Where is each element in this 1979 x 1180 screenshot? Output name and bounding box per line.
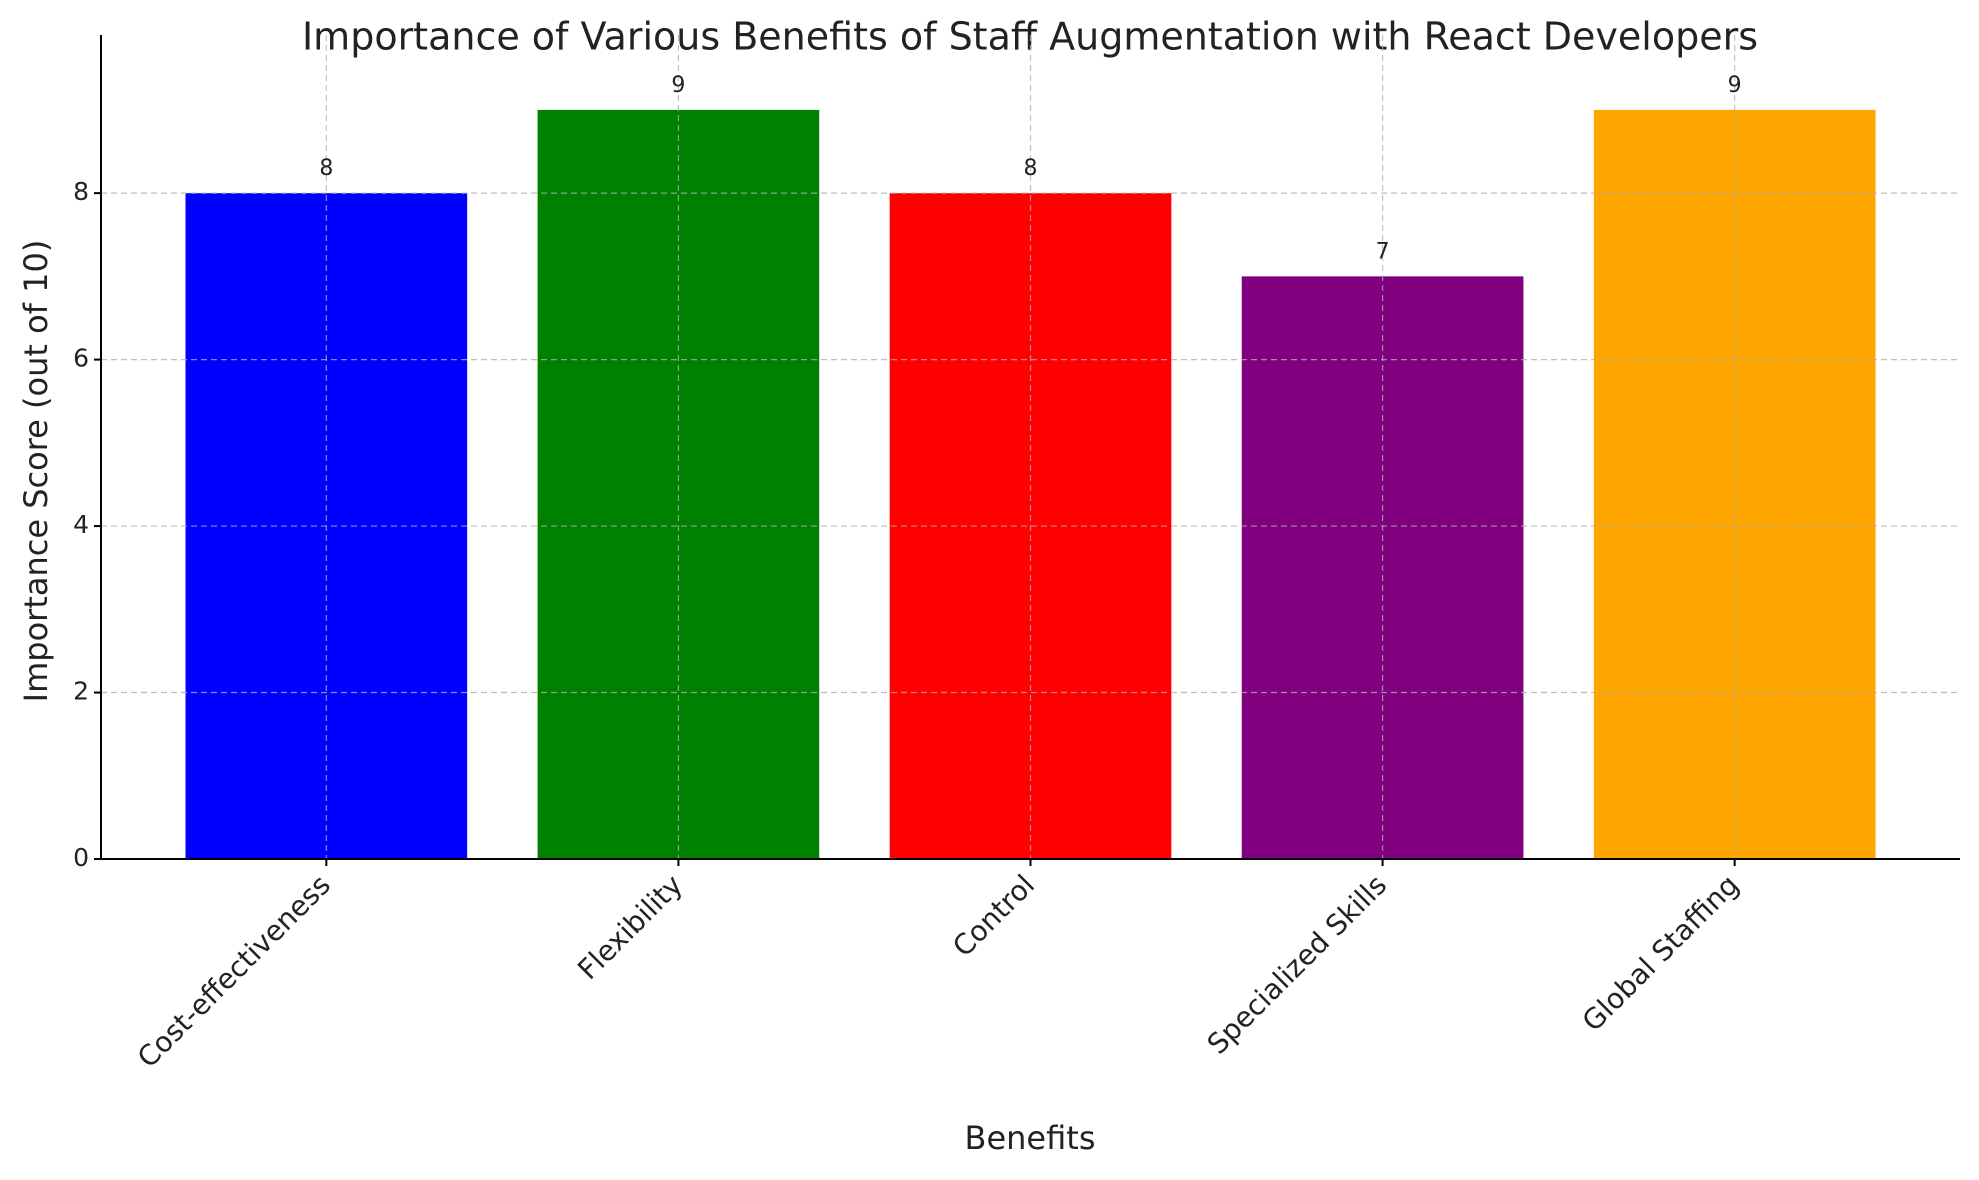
- x-tick-label: Cost-effectiveness: [131, 868, 337, 1074]
- bar: [1593, 109, 1876, 860]
- y-tick-label: 2: [73, 677, 89, 706]
- value-label: 9: [1728, 73, 1742, 98]
- x-tick-label: Flexibility: [571, 868, 689, 986]
- x-axis-label: Benefits: [965, 1119, 1096, 1157]
- y-tick-label: 0: [73, 843, 89, 872]
- value-label: 8: [319, 156, 333, 181]
- bar: [537, 109, 820, 860]
- value-label: 9: [671, 73, 685, 98]
- y-axis-label: Importance Score (out of 10): [17, 240, 55, 703]
- y-tick-label: 8: [73, 177, 89, 206]
- value-label: 8: [1024, 156, 1038, 181]
- y-tick-label: 4: [73, 510, 89, 539]
- value-label: 7: [1376, 239, 1390, 264]
- x-tick-label: Specialized Skills: [1201, 868, 1393, 1060]
- y-tick-label: 6: [73, 344, 89, 373]
- x-tick-label: Control: [946, 868, 1041, 963]
- x-tick-label: Global Staffing: [1576, 868, 1746, 1038]
